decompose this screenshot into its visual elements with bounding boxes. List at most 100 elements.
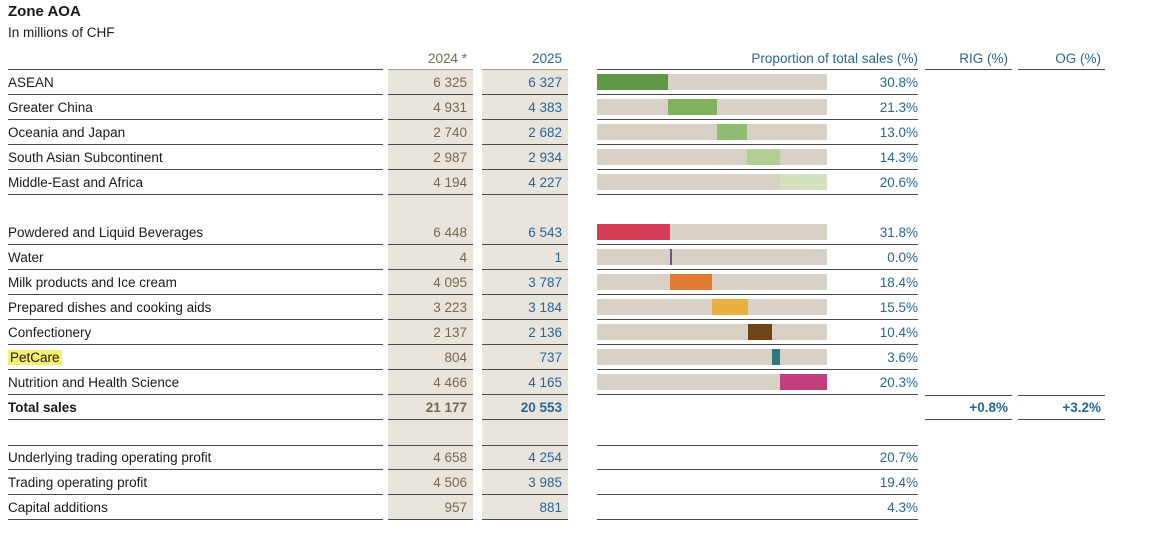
value-2024: 4 466 [388, 370, 473, 395]
value-2024: 21 177 [388, 395, 473, 420]
row-label: Total sales [8, 395, 383, 420]
row-label: Nutrition and Health Science [8, 370, 383, 395]
row-label: Milk products and Ice cream [8, 270, 383, 295]
proportion-cell: 0.0% [597, 245, 918, 270]
table-row-greater-china: Greater China 4 931 4 383 21.3% [0, 95, 1154, 120]
table-row-middle-east-africa: Middle-East and Africa 4 194 4 227 20.6% [0, 170, 1154, 195]
proportion-cell: 20.3% [597, 370, 918, 395]
proportion-value: 19.4% [879, 474, 918, 490]
proportion-value: 20.3% [879, 374, 918, 390]
proportion-cell: 10.4% [597, 320, 918, 345]
value-2025: 4 254 [482, 445, 568, 470]
value-2024: 3 223 [388, 295, 473, 320]
proportion-value: 15.5% [879, 299, 918, 315]
proportion-bar [597, 374, 827, 390]
row-label: Prepared dishes and cooking aids [8, 295, 383, 320]
value-2024: 6 448 [388, 220, 473, 245]
value-2024: 4 506 [388, 470, 473, 495]
highlighted-label: PetCare [8, 349, 62, 365]
value-2024: 4 194 [388, 170, 473, 195]
proportion-value: 21.3% [879, 99, 918, 115]
proportion-cell: 20.7% [597, 445, 918, 470]
value-2025: 6 543 [482, 220, 568, 245]
row-label: ASEAN [8, 70, 383, 95]
value-2024: 4 658 [388, 445, 473, 470]
proportion-cell: 13.0% [597, 120, 918, 145]
table-row-prepared-dishes: Prepared dishes and cooking aids 3 223 3… [0, 295, 1154, 320]
table-row-oceania-japan: Oceania and Japan 2 740 2 682 13.0% [0, 120, 1154, 145]
value-2024: 2 137 [388, 320, 473, 345]
proportion-bar [597, 324, 827, 340]
table-row-water: Water 4 1 0.0% [0, 245, 1154, 270]
value-2025: 2 934 [482, 145, 568, 170]
value-2024: 957 [388, 495, 473, 520]
proportion-cell: 15.5% [597, 295, 918, 320]
row-label: PetCare [8, 345, 383, 370]
header-og: OG (%) [1018, 48, 1105, 70]
proportion-cell: 20.6% [597, 170, 918, 195]
page-title: Zone AOA [8, 3, 81, 20]
section-gap [0, 195, 1154, 220]
row-label: Greater China [8, 95, 383, 120]
value-2025: 3 985 [482, 470, 568, 495]
value-2024: 4 095 [388, 270, 473, 295]
row-label: Underlying trading operating profit [8, 445, 383, 470]
table-header-row: 2024 * 2025 Proportion of total sales (%… [0, 48, 1154, 70]
table-row-powdered-liquid-beverages: Powdered and Liquid Beverages 6 448 6 54… [0, 220, 1154, 245]
proportion-value: 0.0% [887, 249, 918, 265]
value-2025: 4 383 [482, 95, 568, 120]
row-label: Middle-East and Africa [8, 170, 383, 195]
proportion-value: 20.7% [879, 450, 918, 465]
proportion-value: 18.4% [879, 274, 918, 290]
proportion-cell: 18.4% [597, 270, 918, 295]
proportion-bar [597, 149, 827, 165]
proportion-bar [597, 99, 827, 115]
proportion-cell: 3.6% [597, 345, 918, 370]
value-2025: 737 [482, 345, 568, 370]
proportion-cell: 31.8% [597, 220, 918, 245]
table-row-nutrition-health-science: Nutrition and Health Science 4 466 4 165… [0, 370, 1154, 395]
value-2025: 1 [482, 245, 568, 270]
proportion-value: 10.4% [879, 324, 918, 340]
row-label: Capital additions [8, 495, 383, 520]
value-2025: 881 [482, 495, 568, 520]
table-row-trading-operating-profit: Trading operating profit 4 506 3 985 19.… [0, 470, 1154, 495]
value-2025: 3 184 [482, 295, 568, 320]
proportion-bar [597, 124, 827, 140]
header-2024: 2024 * [388, 48, 473, 70]
value-2024: 804 [388, 345, 473, 370]
section-gap [0, 420, 1154, 445]
proportion-cell: 4.3% [597, 495, 918, 520]
proportion-cell: 14.3% [597, 145, 918, 170]
row-label: South Asian Subcontinent [8, 145, 383, 170]
value-2024: 4 [388, 245, 473, 270]
proportion-value: 14.3% [879, 149, 918, 165]
proportion-value: 3.6% [887, 349, 918, 365]
value-2024: 4 931 [388, 95, 473, 120]
header-label-cell [8, 48, 383, 70]
proportion-bar [597, 249, 827, 265]
value-2024: 2 740 [388, 120, 473, 145]
proportion-bar [597, 74, 827, 90]
row-label: Confectionery [8, 320, 383, 345]
proportion-value: 13.0% [879, 124, 918, 140]
proportion-value: 20.6% [879, 174, 918, 190]
value-2025: 4 165 [482, 370, 568, 395]
value-2025: 3 787 [482, 270, 568, 295]
header-proportion: Proportion of total sales (%) [597, 48, 918, 70]
proportion-bar [597, 349, 827, 365]
proportion-cell: 30.8% [597, 70, 918, 95]
row-label: Water [8, 245, 383, 270]
header-rig: RIG (%) [925, 48, 1012, 70]
row-label: Powdered and Liquid Beverages [8, 220, 383, 245]
proportion-cell: 21.3% [597, 95, 918, 120]
value-2025: 4 227 [482, 170, 568, 195]
og-value: +3.2% [1018, 395, 1105, 420]
financial-table: 2024 * 2025 Proportion of total sales (%… [0, 48, 1154, 520]
rig-value: +0.8% [925, 395, 1012, 420]
proportion-value: 31.8% [879, 224, 918, 240]
value-2024: 2 987 [388, 145, 473, 170]
table-row-asean: ASEAN 6 325 6 327 30.8% [0, 70, 1154, 95]
header-2025: 2025 [482, 48, 568, 70]
value-2025: 2 136 [482, 320, 568, 345]
